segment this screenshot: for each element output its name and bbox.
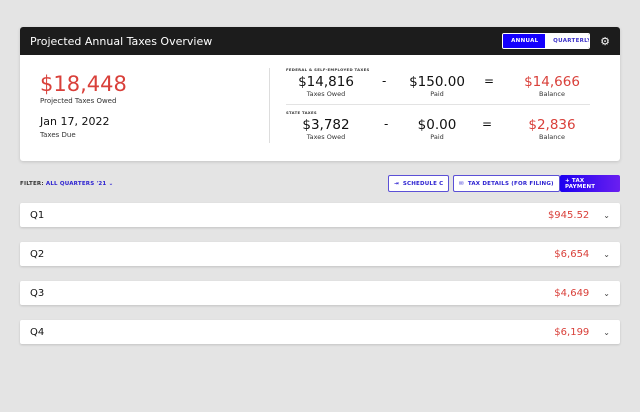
quarter-row-q3[interactable]: Q3 $4,649 ⌄ [20,281,620,305]
gear-icon[interactable]: ⚙ [600,34,610,48]
state-title: STATE TAXES [286,110,317,115]
owed-label: Taxes Owed [306,133,346,141]
tax-payment-button[interactable]: + TAX PAYMENT [560,175,620,192]
chevron-down-icon: ⌄ [108,181,114,187]
equals-sign: = [482,117,493,131]
federal-row: $14,816 Taxes Owed - $150.00 Paid = $14,66… [286,74,590,104]
annual-tab[interactable]: ANNUAL [503,34,546,48]
quarterly-tab[interactable]: QUARTERLY [545,34,590,48]
overview-card: Projected Annual Taxes Overview ANNUAL Q… [20,27,620,161]
federal-title: FEDERAL & SELF-EMPLOYED TAXES [286,67,370,72]
export-icon: ⇥ [394,180,399,187]
quarter-row-q4[interactable]: Q4 $6,199 ⌄ [20,320,620,344]
state-row: $3,782 Taxes Owed - $0.00 Paid = $2,836 Bal… [286,117,590,147]
quarter-name: Q3 [30,287,45,299]
federal-balance: $14,666 [524,74,580,90]
mail-icon: ✉ [459,180,464,187]
due-date-label: Taxes Due [40,131,76,139]
card-header: Projected Annual Taxes Overview ANNUAL Q… [20,27,620,55]
filter-value[interactable]: ALL QUARTERS '21 [45,181,107,187]
owed-label: Taxes Owed [306,90,346,98]
row-divider [286,104,590,105]
minus-sign: - [384,117,389,131]
equals-sign: = [484,74,495,88]
due-date: Jan 17, 2022 [40,115,110,128]
quarter-name: Q4 [30,326,45,338]
balance-label: Balance [539,133,565,141]
tax-details-button[interactable]: ✉ TAX DETAILS (FOR FILING) [453,175,560,192]
projected-total: $18,448 [40,72,127,96]
schedule-c-label: SCHEDULE C [402,180,444,187]
chevron-down-icon[interactable]: ⌄ [603,249,610,259]
chevron-down-icon[interactable]: ⌄ [603,288,610,298]
projected-total-label: Projected Taxes Owed [40,97,117,105]
minus-sign: - [382,74,387,88]
quarter-row-q1[interactable]: Q1 $945.52 ⌄ [20,203,620,227]
federal-paid: $150.00 [409,74,465,90]
state-balance: $2,836 [528,117,576,133]
quarter-name: Q2 [30,248,45,260]
paid-label: Paid [430,133,444,141]
quarter-amount: $6,654 [554,248,590,260]
quarter-filter[interactable]: FILTER: ALL QUARTERS '21 ⌄ [20,181,113,187]
chevron-down-icon[interactable]: ⌄ [603,327,610,337]
divider [269,68,270,143]
federal-owed: $14,816 [298,74,354,90]
period-toggle: ANNUAL QUARTERLY [502,33,591,49]
quarter-amount: $6,199 [554,326,590,338]
quarter-row-q2[interactable]: Q2 $6,654 ⌄ [20,242,620,266]
card-title: Projected Annual Taxes Overview [30,34,213,48]
paid-label: Paid [430,90,444,98]
state-paid: $0.00 [417,117,457,133]
quarter-name: Q1 [30,209,45,221]
balance-label: Balance [539,90,565,98]
quarter-amount: $4,649 [554,287,590,299]
quarter-amount: $945.52 [547,209,590,221]
schedule-c-button[interactable]: ⇥ SCHEDULE C [388,175,450,192]
state-owed: $3,782 [302,117,350,133]
chevron-down-icon[interactable]: ⌄ [603,210,610,220]
filter-label: FILTER: [20,181,44,187]
tax-details-label: TAX DETAILS (FOR FILING) [467,180,554,187]
